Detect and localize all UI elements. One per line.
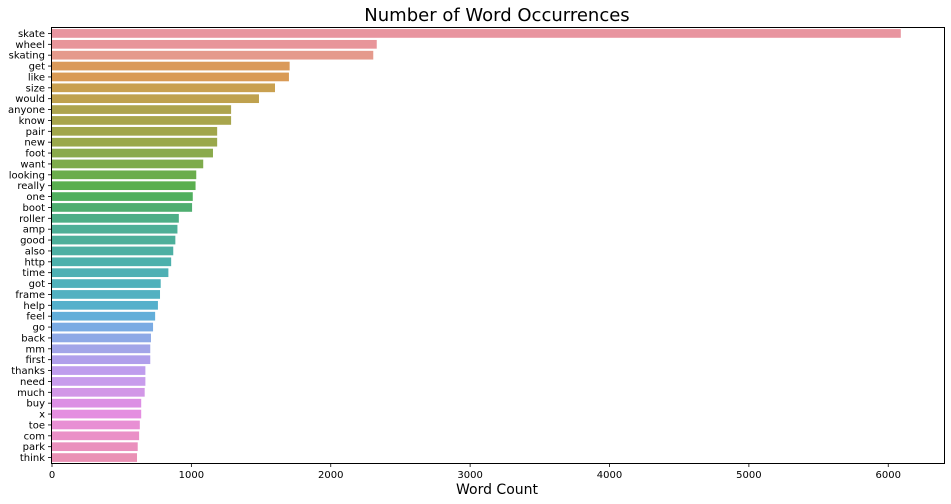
y-tick-label-anyone: anyone (8, 105, 45, 116)
y-tick-label-mm: mm (26, 344, 45, 355)
x-axis-title: Word Count (456, 482, 539, 498)
bar-one (52, 192, 193, 201)
bars-layer (52, 29, 901, 462)
bar-toe (52, 420, 140, 430)
bar-think (52, 453, 138, 462)
x-ticks: 0 1000 2000 3000 4000 5000 6000 (49, 463, 901, 481)
bar-amp (52, 224, 178, 234)
x-tick-label-3000: 3000 (457, 470, 482, 481)
x-tick-label-4000: 4000 (597, 470, 622, 481)
y-tick-label-know: know (19, 116, 45, 127)
bar-thanks (52, 366, 146, 375)
y-tick-label-get: get (29, 62, 46, 73)
y-tick-label-wheel: wheel (15, 40, 45, 51)
y-tick-label-boot: boot (22, 203, 45, 214)
bar-pair (52, 126, 218, 136)
y-tick-label-thanks: thanks (11, 366, 45, 377)
bar-wheel (52, 39, 377, 49)
y-tick-label-one: one (26, 192, 45, 203)
bar-com (52, 431, 140, 441)
bar-much (52, 387, 145, 397)
bar-need (52, 377, 146, 386)
y-tick-label-x: x (39, 410, 45, 421)
y-tick-label-back: back (21, 333, 45, 344)
x-tick-label-1000: 1000 (179, 470, 204, 481)
bar-know (52, 116, 232, 125)
y-tick-label-com: com (24, 431, 45, 442)
y-tick-label-http: http (24, 257, 45, 268)
y-tick-labels: skatewheelskatinggetlikesizewouldanyonek… (8, 29, 52, 464)
y-tick-label-frame: frame (15, 290, 45, 301)
y-tick-label-foot: foot (25, 149, 45, 160)
bar-also (52, 246, 174, 256)
bar-anyone (52, 105, 232, 114)
bar-good (52, 235, 176, 245)
y-tick-label-feel: feel (26, 312, 45, 323)
y-tick-label-like: like (28, 72, 45, 83)
y-tick-label-park: park (23, 442, 46, 453)
plot-frame (51, 27, 945, 464)
y-tick-label-would: would (15, 94, 45, 105)
y-tick-label-size: size (26, 83, 45, 94)
y-tick-label-new: new (24, 138, 45, 149)
y-tick-label-got: got (29, 279, 45, 290)
bar-skating (52, 50, 374, 60)
x-tick-label-0: 0 (49, 470, 55, 481)
y-tick-label-time: time (22, 268, 45, 279)
bar-foot (52, 148, 213, 158)
x-tick-label-2000: 2000 (318, 470, 343, 481)
y-tick-label-go: go (33, 323, 45, 334)
x-tick-label-6000: 6000 (876, 470, 901, 481)
y-tick-label-want: want (20, 159, 45, 170)
y-tick-label-good: good (20, 236, 45, 247)
y-tick-label-need: need (20, 377, 45, 388)
bar-size (52, 83, 275, 93)
bar-park (52, 442, 138, 452)
bar-skate (52, 29, 901, 38)
y-tick-label-looking: looking (9, 170, 45, 181)
bar-really (52, 181, 196, 191)
bar-would (52, 94, 259, 104)
x-tick-label-5000: 5000 (736, 470, 761, 481)
bar-x (52, 409, 142, 419)
bar-frame (52, 290, 161, 299)
y-tick-label-amp: amp (23, 225, 45, 236)
bar-want (52, 159, 204, 169)
y-tick-label-help: help (23, 301, 45, 312)
y-tick-label-toe: toe (29, 420, 45, 431)
bar-got (52, 279, 161, 288)
bar-mm (52, 344, 151, 354)
bar-new (52, 137, 218, 147)
bar-time (52, 268, 169, 278)
y-tick-label-first: first (25, 355, 45, 366)
bar-http (52, 257, 172, 267)
bar-buy (52, 398, 142, 408)
y-tick-label-buy: buy (26, 399, 45, 410)
y-tick-label-pair: pair (26, 127, 46, 138)
bar-get (52, 61, 290, 71)
y-tick-label-much: much (17, 388, 45, 399)
bar-feel (52, 311, 156, 321)
bar-help (52, 300, 158, 310)
y-tick-label-roller: roller (19, 214, 46, 225)
bar-boot (52, 203, 193, 212)
y-tick-label-skating: skating (9, 51, 45, 62)
bar-roller (52, 213, 179, 223)
bar-back (52, 333, 151, 343)
y-tick-label-really: really (17, 181, 45, 192)
bar-like (52, 72, 289, 82)
bar-go (52, 322, 154, 332)
y-tick-label-think: think (20, 453, 45, 464)
bar-first (52, 355, 151, 365)
chart-title: Number of Word Occurrences (364, 5, 629, 26)
bar-looking (52, 170, 197, 180)
y-tick-label-also: also (25, 246, 45, 257)
y-tick-label-skate: skate (18, 29, 45, 40)
